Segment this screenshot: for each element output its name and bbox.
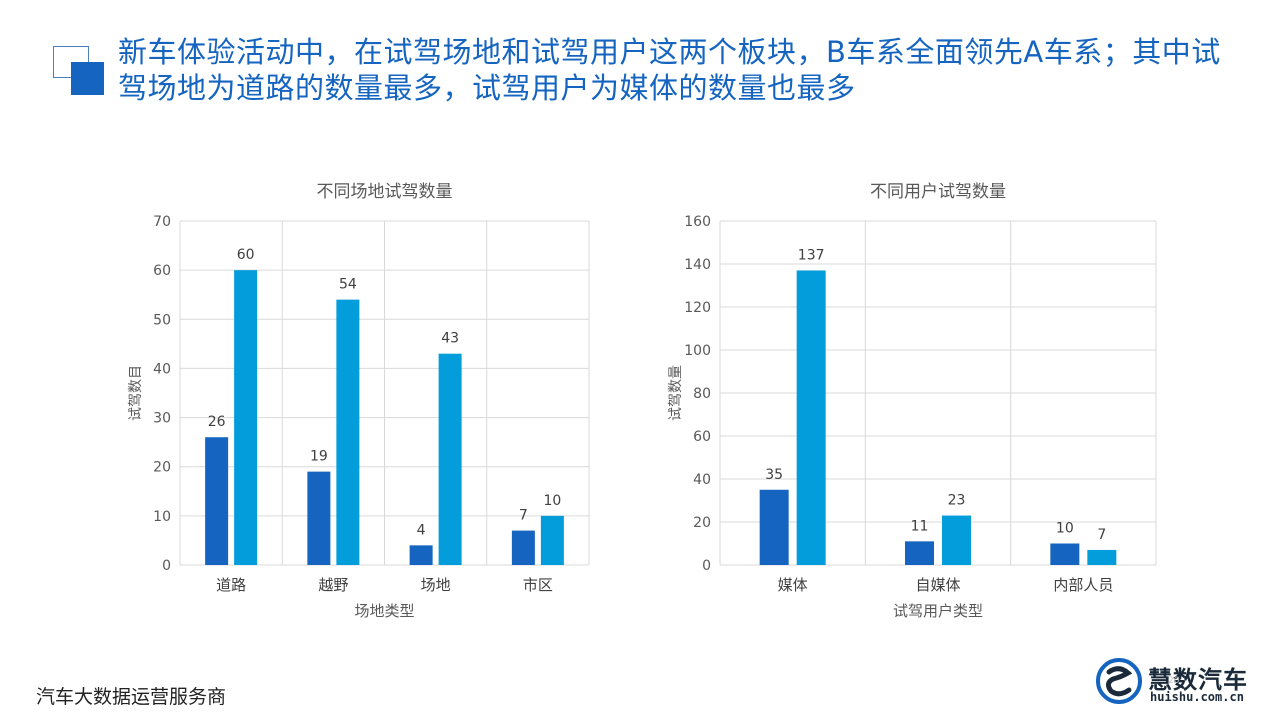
bar-data-label: 10 [543,493,561,509]
bar [1050,543,1080,565]
y-tick-label: 100 [684,343,711,359]
bar-data-label: 7 [1097,527,1106,543]
y-axis-title: 试驾数量 [668,365,684,421]
y-tick-label: 80 [693,386,711,402]
y-tick-label: 10 [153,509,171,525]
x-tick-label: 媒体 [778,576,808,594]
x-tick-label: 道路 [216,576,246,594]
huishu-logo-icon [1096,658,1142,704]
x-tick-label: 自媒体 [915,576,960,594]
bar [942,515,971,565]
y-tick-label: 0 [162,558,171,574]
y-tick-label: 0 [702,558,711,574]
y-tick-label: 40 [153,361,171,377]
bar-data-label: 19 [310,449,328,465]
y-tick-label: 140 [684,257,711,273]
bar-data-label: 11 [911,518,929,534]
bar [409,545,433,565]
bar [307,471,331,565]
bar [511,530,535,565]
bar [234,270,258,565]
bar [759,489,789,565]
x-tick-label: 场地 [421,576,451,594]
footer-tagline: 汽车大数据运营服务商 [36,686,227,708]
y-tick-label: 70 [153,214,171,230]
bar [540,515,564,565]
x-tick-label: 越野 [318,576,348,594]
y-tick-label: 160 [684,214,711,230]
logo-url: huishu.com.cn [1150,690,1244,704]
bar [796,270,826,565]
bar-data-label: 137 [798,247,825,263]
y-tick-label: 40 [693,472,711,488]
chart-title: 不同场地试驾数量 [317,182,453,202]
bar [1087,549,1117,565]
bar-data-label: 35 [765,467,783,483]
bar-data-label: 54 [339,277,357,293]
y-tick-label: 20 [153,460,171,476]
y-tick-label: 30 [153,411,171,427]
bar-data-label: 43 [441,331,459,347]
bar-data-label: 7 [519,508,528,524]
bar [905,541,934,565]
bar-data-label: 23 [948,493,966,509]
bar-data-label: 26 [208,414,226,430]
bar [205,437,229,565]
logo-name: 慧数汽车 [1148,666,1248,694]
title-decoration-square [71,62,104,95]
page-headline: 新车体验活动中，在试驾场地和试驾用户这两个板块，B车系全面领先A车系；其中试驾场… [118,35,1221,105]
x-tick-label: 内部人员 [1053,576,1113,594]
y-axis-title: 试驾数目 [128,365,144,421]
bar-data-label: 4 [417,522,426,538]
bar-data-label: 10 [1056,521,1074,537]
charts-canvas: 010203040506070不同场地试驾数量场地类型试驾数目道路2660越野1… [128,182,1157,620]
y-tick-label: 60 [153,263,171,279]
bar [438,353,462,565]
y-tick-label: 50 [153,312,171,328]
chart-title: 不同用户试驾数量 [870,182,1006,202]
y-tick-label: 60 [693,429,711,445]
x-axis-title: 试驾用户类型 [893,602,983,620]
bar-data-label: 60 [237,247,255,263]
x-tick-label: 市区 [523,576,553,594]
page-number: 20 [1168,676,1180,686]
y-tick-label: 20 [693,515,711,531]
x-axis-title: 场地类型 [354,602,414,620]
y-tick-label: 120 [684,300,711,316]
bar [336,299,360,565]
